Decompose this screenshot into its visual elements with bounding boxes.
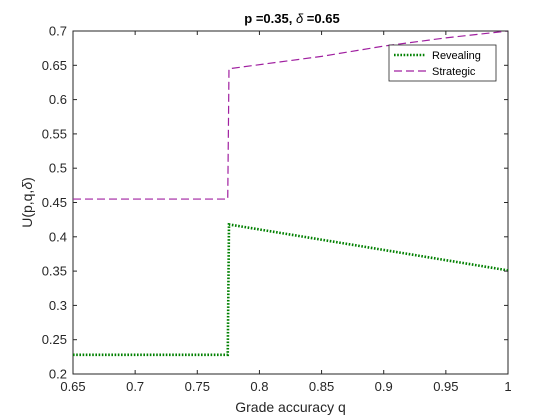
title-delta-symbol: δ	[296, 11, 304, 26]
x-tick-label: 0.95	[433, 379, 458, 394]
title-delta-part: =0.65	[303, 11, 340, 26]
legend-label-revealing: Revealing	[432, 50, 481, 62]
y-axis-label-prefix: U(p,q,	[19, 190, 35, 228]
x-tick-label: 0.9	[375, 379, 393, 394]
plot-area: 0.65 0.7 0.75 0.8 0.85 0.9 0.95 1 0.2 0.25 0.3 0.35…	[42, 24, 512, 395]
y-axis-label-delta: δ	[19, 182, 35, 190]
y-tick-label: 0.45	[42, 195, 67, 210]
x-tick-label: 0.8	[250, 379, 268, 394]
series-line-revealing	[73, 222, 509, 357]
y-tick-label: 0.4	[49, 229, 67, 244]
x-tick-label: 0.85	[309, 379, 334, 394]
y-axis-label-suffix: )	[19, 177, 35, 182]
series-line-strategic	[73, 30, 509, 200]
y-tick-label: 0.6	[49, 92, 67, 107]
y-tick-label: 0.65	[42, 58, 67, 73]
x-tick-label: 0.7	[126, 379, 144, 394]
y-axis-label: U(p,q,δ)	[19, 177, 35, 228]
y-tick-label: 0.7	[49, 24, 67, 39]
y-tick-label: 0.55	[42, 126, 67, 141]
y-tick-label: 0.25	[42, 332, 67, 347]
legend-box	[388, 44, 497, 82]
x-tick-label: 0.75	[185, 379, 210, 394]
x-tick-label: 0.65	[60, 379, 85, 394]
y-tick-label: 0.35	[42, 264, 67, 279]
x-tick-label: 1	[504, 379, 511, 394]
legend: Revealing Strategic	[388, 44, 497, 82]
title-p-part: p =0.35,	[244, 11, 296, 26]
legend-label-strategic: Strategic	[432, 66, 476, 78]
y-tick-label: 0.5	[49, 161, 67, 176]
y-tick-label: 0.3	[49, 298, 67, 313]
chart-title-text: p =0.35, δ =0.65	[244, 11, 339, 26]
axes-box	[72, 30, 509, 375]
series-layer	[73, 30, 509, 357]
chart-title: p =0.35, δ =0.65	[244, 11, 339, 26]
y-tick-label: 0.2	[49, 367, 67, 382]
ticks-layer: 0.65 0.7 0.75 0.8 0.85 0.9 0.95 1 0.2 0.25 0.3 0.35…	[42, 24, 512, 395]
x-axis-label: Grade accuracy q	[235, 399, 346, 415]
